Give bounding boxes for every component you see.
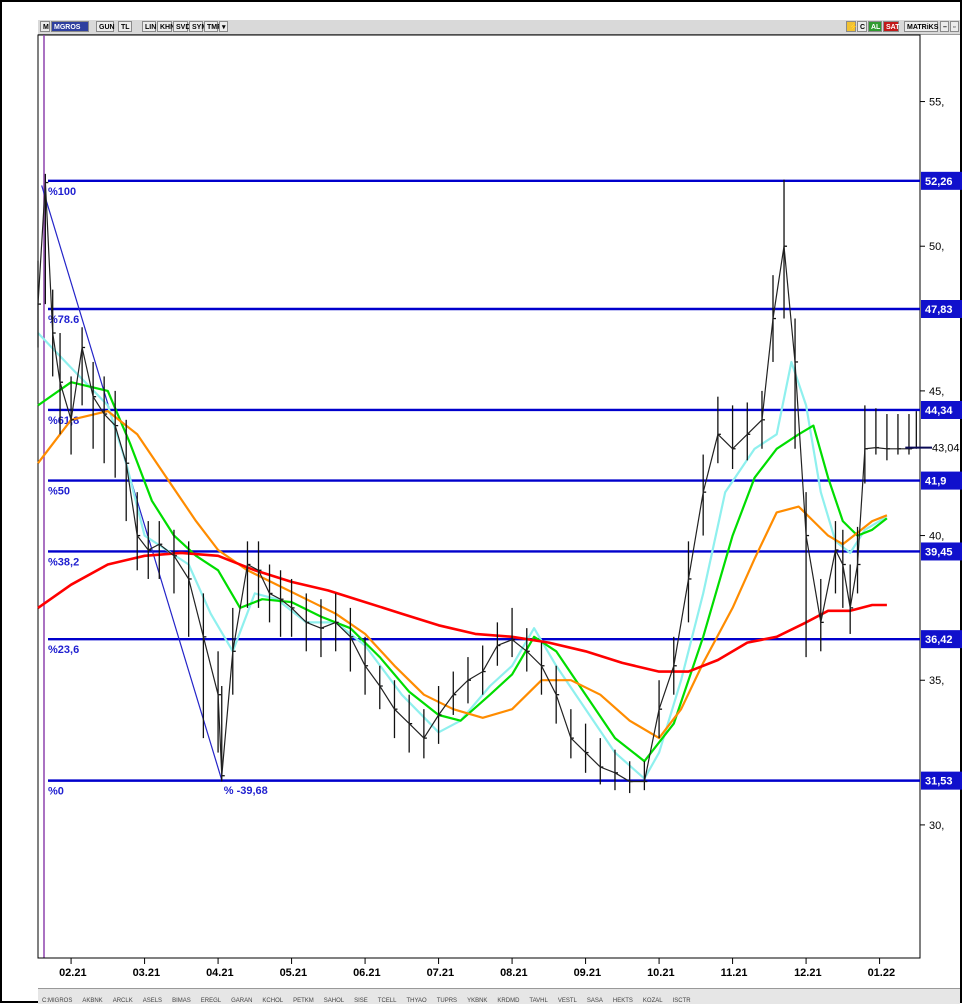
statusbar-item[interactable]: ASELS (142, 998, 163, 1004)
y-tick-label: 35, (929, 675, 944, 687)
statusbar-item[interactable]: TAVHL (529, 998, 548, 1004)
fib-label-3: %50 (48, 486, 70, 498)
fib-value-box-3 (921, 471, 962, 490)
sell-button[interactable]: SAT (883, 21, 899, 32)
fib-value-box-1 (921, 300, 962, 319)
x-tick-label: 06.21 (353, 967, 381, 979)
matriks-button[interactable]: MATRiKS (904, 21, 938, 32)
fib-value-box-0 (921, 171, 962, 190)
fib-label-0: %100 (48, 186, 76, 198)
statusbar-item[interactable]: C:MIGROS (42, 998, 73, 1004)
currency-button[interactable]: TL (118, 21, 132, 32)
x-tick-label: 09.21 (574, 967, 602, 979)
statusbar-item[interactable]: KRDMD (497, 998, 520, 1004)
x-tick-label: 05.21 (280, 967, 308, 979)
khn-button[interactable]: KHN (157, 21, 175, 32)
x-tick-label: 03.21 (133, 967, 161, 979)
buy-button[interactable]: AL (868, 21, 882, 32)
y-tick-label: 45, (929, 386, 944, 398)
y-axis: 55, 50, 45, 40, 35, 30, (920, 97, 944, 832)
fib-value-label-2: 44,34 (925, 405, 953, 417)
price-bars: 43,04 (37, 173, 960, 794)
linear-scale-button[interactable]: LIN (142, 21, 156, 32)
fib-label-4: %38,2 (48, 556, 79, 568)
fib-value-box-5 (921, 630, 962, 649)
symbol-statusbar: C:MIGROS AKBNK ARCLK ASELS BIMAS EREGL GARAN KC… (38, 988, 960, 1004)
statusbar-item[interactable]: ARCLK (112, 998, 133, 1004)
fib-label-5: %23,6 (48, 644, 79, 656)
statusbar-item[interactable]: EREGL (200, 998, 222, 1004)
fib-value-label-5: 36,42 (925, 634, 953, 646)
fib-value-label-1: 47,83 (925, 304, 953, 316)
statusbar-item[interactable]: ISCTR (672, 998, 691, 1004)
statusbar-item[interactable]: TUPRS (436, 998, 458, 1004)
fib-value-box-6 (921, 771, 962, 790)
x-tick-label: 11.21 (721, 967, 748, 979)
statusbar-item[interactable]: PETKM (293, 998, 314, 1004)
period-button[interactable]: GUN (96, 21, 115, 32)
tmp-button[interactable]: TMP (204, 21, 222, 32)
lightning-icon[interactable]: ⚡ (846, 21, 858, 32)
y-tick-label: 50, (929, 241, 944, 253)
statusbar-item[interactable]: YKBNK (467, 998, 488, 1004)
symbol-selector[interactable]: MGROS (51, 21, 89, 32)
x-tick-label: 12.21 (794, 967, 822, 979)
x-tick-label: 04.21 (206, 967, 234, 979)
statusbar-item[interactable]: KCHOL (262, 998, 284, 1004)
fib-label-6: %0 (48, 786, 64, 798)
trend-line-label: % -39,68 (224, 785, 268, 797)
statusbar-item[interactable]: TCELL (377, 998, 397, 1004)
statusbar-item[interactable]: AKBNK (82, 998, 103, 1004)
x-tick-label: 10.21 (647, 967, 675, 979)
chart-toolbar: M MGROS GUN TL LIN KHN SVD SYM TMP ▾ ⚡ C… (38, 20, 960, 35)
x-tick-label: 07.21 (427, 967, 455, 979)
statusbar-item[interactable]: SAHOL (323, 998, 345, 1004)
fib-label-1: %78.6 (48, 314, 79, 326)
statusbar-item[interactable]: SASA (586, 998, 603, 1004)
ma-line-1 (37, 381, 888, 763)
maximize-icon[interactable]: ▫ (950, 21, 959, 32)
menu-button[interactable]: M (40, 21, 50, 32)
fib-value-label-3: 41,9 (925, 476, 946, 488)
fib-value-label-6: 31,53 (925, 776, 953, 788)
price-line (37, 182, 917, 783)
ma-line-0 (37, 332, 888, 780)
statusbar-item[interactable]: SISE (354, 998, 368, 1004)
x-tick-label: 02.21 (59, 967, 87, 979)
y-tick-label: 30, (929, 820, 944, 832)
last-price-label: 43,04 (932, 443, 960, 455)
x-tick-label: 08.21 (500, 967, 528, 979)
y-tick-label: 55, (929, 97, 944, 109)
fib-value-box-4 (921, 542, 962, 561)
statusbar-item[interactable]: BIMAS (172, 998, 191, 1004)
fib-value-label-0: 52,26 (925, 176, 953, 188)
sym-button[interactable]: SYM (189, 21, 207, 32)
chevron-down-icon[interactable]: ▾ (219, 21, 228, 32)
statusbar-item[interactable]: VESTL (557, 998, 577, 1004)
fib-label-2: %61,8 (48, 415, 79, 427)
statusbar-item[interactable]: THYAO (406, 998, 427, 1004)
c-button[interactable]: C (857, 21, 867, 32)
fib-value-label-4: 39,45 (925, 546, 953, 558)
statusbar-item[interactable]: HEKTS (612, 998, 633, 1004)
x-axis: 02.21 03.21 04.21 05.21 06.21 07.21 08.21 09.21… (59, 958, 895, 979)
svd-button[interactable]: SVD (173, 21, 190, 32)
fib-value-box-2 (921, 400, 962, 419)
x-tick-label: 01.22 (868, 967, 896, 979)
statusbar-item[interactable]: KOZAL (642, 998, 663, 1004)
minimize-icon[interactable]: – (940, 21, 949, 32)
statusbar-item[interactable]: GARAN (231, 998, 253, 1004)
y-tick-label: 40, (929, 531, 944, 543)
